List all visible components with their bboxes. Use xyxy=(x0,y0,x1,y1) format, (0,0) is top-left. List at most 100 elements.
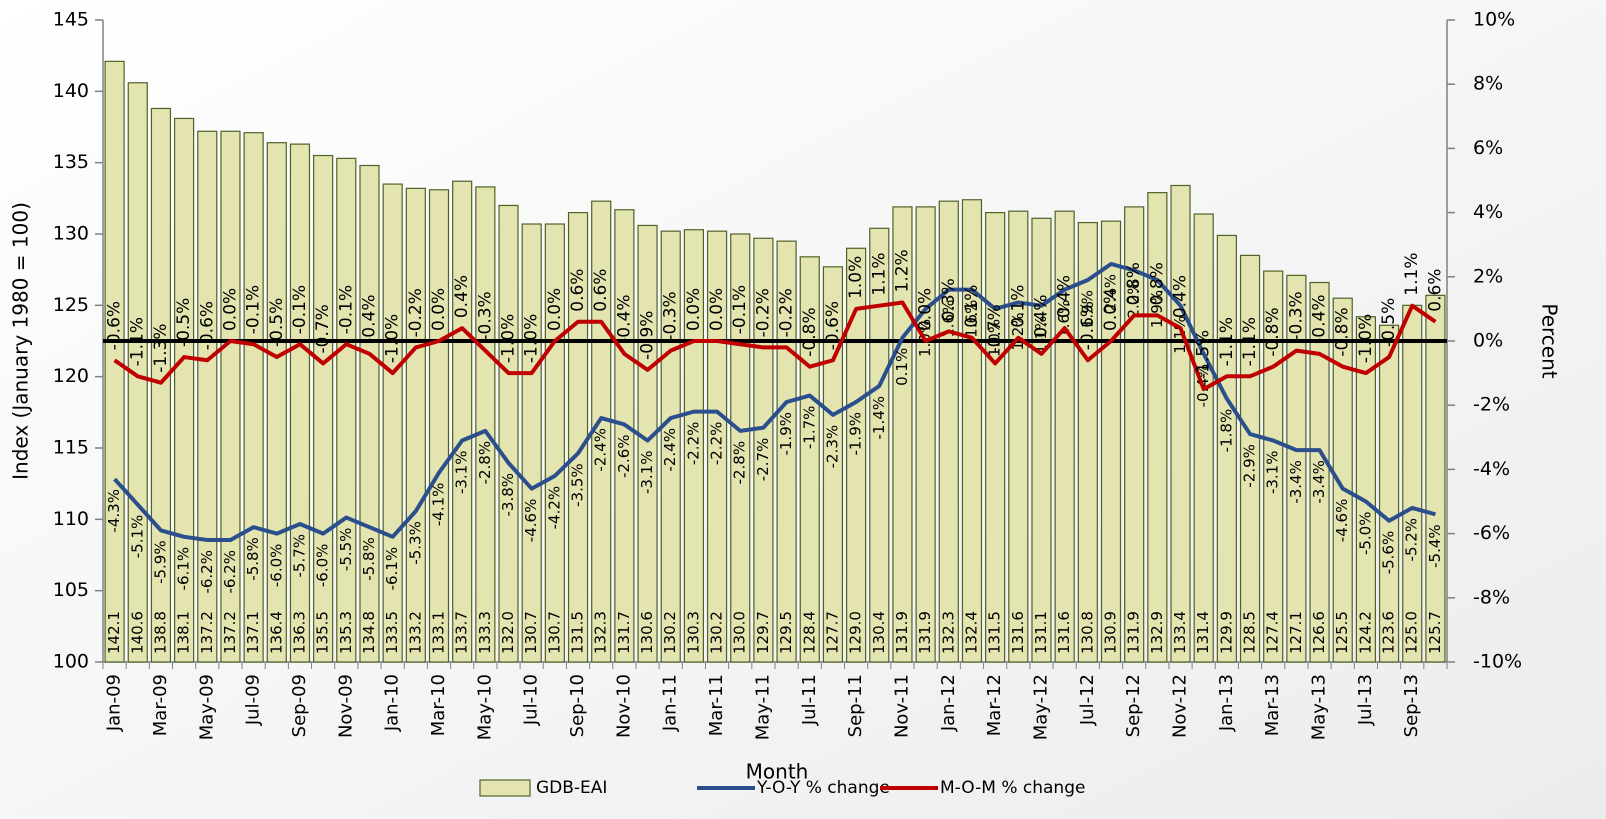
bar-value-label: 140.6 xyxy=(128,611,146,654)
line-value-label: -6.2% xyxy=(198,550,216,594)
line-value-label: -0.8% xyxy=(1263,307,1283,356)
line-value-label: -2.6% xyxy=(615,434,633,478)
line-value-label: -0.6% xyxy=(823,301,843,350)
bar xyxy=(1031,217,1052,663)
x-tick-label: Jan-13 xyxy=(1216,674,1237,732)
line-value-label: 1.2% xyxy=(892,249,912,292)
line-value-label: 0.4% xyxy=(1171,275,1191,318)
legend-label: M-O-M % change xyxy=(940,778,1085,798)
line-value-label: -0.5% xyxy=(1379,298,1399,347)
line-value-label: 1.6% xyxy=(962,300,980,338)
line-value-label: 1.0% xyxy=(846,256,866,299)
y2-tick-label: 8% xyxy=(1473,73,1503,95)
line-value-label: -1.7% xyxy=(800,406,818,450)
bar xyxy=(985,212,1006,663)
bar xyxy=(336,157,357,663)
bar-value-label: 130.8 xyxy=(1078,611,1096,654)
line-value-label: -0.6% xyxy=(105,301,125,350)
bar-value-label: 123.6 xyxy=(1380,611,1398,654)
bar xyxy=(892,206,913,663)
line-value-label: -3.8% xyxy=(499,473,517,517)
line-value-label: -1.3% xyxy=(151,323,171,372)
bar xyxy=(1193,213,1214,663)
x-tick-label: Sep-11 xyxy=(845,674,866,737)
line-value-label: 0.0% xyxy=(707,288,727,331)
line-value-label: 0.0% xyxy=(220,288,240,331)
bar-value-label: 133.5 xyxy=(383,611,401,654)
x-tick-label: May-09 xyxy=(196,674,217,740)
line-value-label: 0.4% xyxy=(452,275,472,318)
x-tick-label: Mar-11 xyxy=(706,674,727,736)
bar-value-label: 131.6 xyxy=(1055,611,1073,654)
bar xyxy=(1309,281,1330,663)
bar xyxy=(382,183,403,663)
line-value-label: 1.1% xyxy=(869,252,889,295)
bar xyxy=(1054,210,1075,663)
line-value-label: 1.1% xyxy=(1402,252,1422,295)
line-value-label: -5.8% xyxy=(360,537,378,581)
x-tick-label: Jul-11 xyxy=(799,674,820,726)
line-value-label: -0.1% xyxy=(730,285,750,334)
x-tick-label: Jul-13 xyxy=(1355,674,1376,726)
line-value-label: -0.1% xyxy=(290,285,310,334)
line-value-label: 0.1% xyxy=(962,285,982,328)
bar-value-label: 130.7 xyxy=(545,611,563,654)
line-value-label: -0.7% xyxy=(313,304,333,353)
bar-value-label: 133.3 xyxy=(476,611,494,654)
line-value-label: 1.0% xyxy=(986,319,1004,357)
y2-tick-label: -8% xyxy=(1473,586,1510,608)
x-tick-label: Sep-09 xyxy=(289,674,310,737)
x-tick-label: Jan-10 xyxy=(382,674,403,732)
line-value-label: -2.3% xyxy=(823,425,841,469)
y-tick-label: 110 xyxy=(53,508,89,530)
line-value-label: -5.2% xyxy=(1403,518,1421,562)
bar-value-label: 129.9 xyxy=(1217,611,1235,654)
line-value-label: 0.6% xyxy=(591,269,611,312)
bar-value-label: 131.5 xyxy=(986,611,1004,654)
line xyxy=(113,300,1437,392)
y-tick-label: 145 xyxy=(53,9,89,31)
line-value-label: -0.4% xyxy=(359,295,379,344)
bar xyxy=(498,204,519,663)
line-value-label: 0.8% xyxy=(1147,262,1167,305)
line-value-label: 0.4% xyxy=(1055,275,1075,318)
line-value-label: 0.0% xyxy=(684,288,704,331)
line-value-label: -2.2% xyxy=(684,422,702,466)
bar-value-label: 127.4 xyxy=(1264,611,1282,654)
line-value-label: -5.3% xyxy=(406,521,424,565)
y2-tick-label: 0% xyxy=(1473,330,1503,352)
line-value-label: -6.1% xyxy=(383,547,401,591)
y2-tick-label: -2% xyxy=(1473,394,1510,416)
line-value-label: -6.0% xyxy=(314,544,332,588)
line-value-label: -1.0% xyxy=(383,314,403,363)
line-value-label: -4.3% xyxy=(105,489,123,533)
bar-value-label: 129.7 xyxy=(754,611,772,654)
bar-value-label: 137.2 xyxy=(198,611,216,654)
line-value-label: -1.1% xyxy=(1217,317,1237,366)
bar-value-label: 131.1 xyxy=(1032,611,1050,654)
x-tick-label: Mar-13 xyxy=(1262,674,1283,736)
bar-value-label: 138.8 xyxy=(151,611,169,654)
x-tick-label: May-12 xyxy=(1030,674,1051,740)
x-tick-label: Jan-09 xyxy=(104,674,125,732)
bar-value-label: 135.3 xyxy=(337,611,355,654)
bar-value-label: 129.5 xyxy=(777,611,795,654)
x-tick-label: Mar-09 xyxy=(150,674,171,736)
x-tick-label: Jan-11 xyxy=(660,674,681,732)
bar-value-label: 142.1 xyxy=(105,611,123,654)
bar-value-label: 130.0 xyxy=(731,611,749,654)
bar xyxy=(915,206,936,663)
line-value-label: -0.4% xyxy=(1031,295,1051,344)
x-tick-label: Sep-12 xyxy=(1123,674,1144,737)
legend-label: Y-O-Y % change xyxy=(756,778,890,798)
y-tick-label: 140 xyxy=(53,80,89,102)
bar xyxy=(220,130,241,663)
line-value-label: -1.0% xyxy=(522,314,542,363)
bar-value-label: 128.4 xyxy=(800,611,818,654)
line-value-label: -1.0% xyxy=(1356,314,1376,363)
x-tick-label: Sep-10 xyxy=(567,674,588,737)
line-value-label: -0.2% xyxy=(406,288,426,337)
bar-value-label: 130.2 xyxy=(661,611,679,654)
line-value-label: 1.1% xyxy=(1032,316,1050,354)
